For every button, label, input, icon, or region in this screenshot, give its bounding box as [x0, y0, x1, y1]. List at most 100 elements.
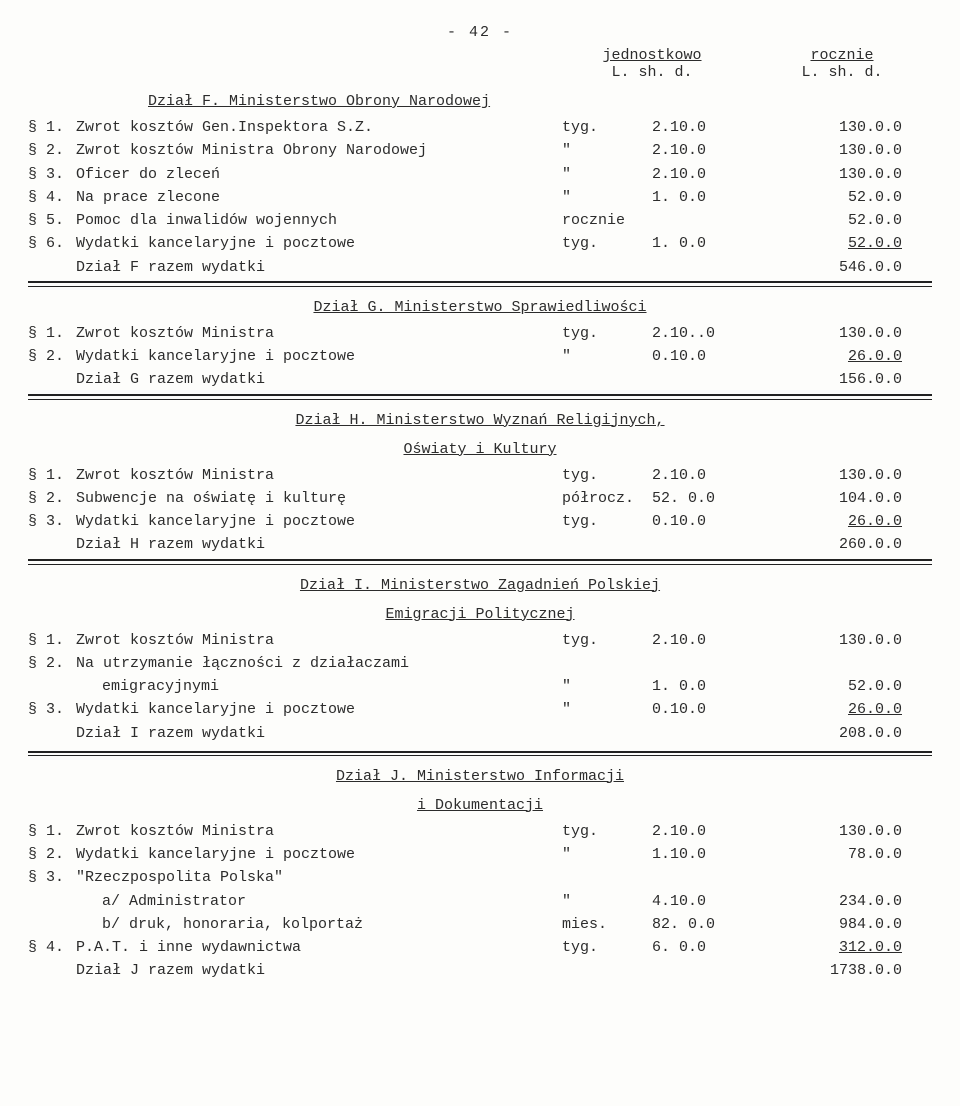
col-head-rocznie: rocznie L. sh. d.	[782, 47, 902, 81]
row-desc: Wydatki kancelaryjne i pocztowe	[76, 510, 562, 533]
row-num: § 6.	[28, 232, 76, 255]
row-c2: 26.0.0	[772, 345, 932, 368]
row-desc: Wydatki kancelaryjne i pocztowe	[76, 345, 562, 368]
row-c1: 82. 0.0	[652, 913, 772, 936]
sum-c2: 1738.0.0	[772, 959, 932, 982]
row-desc: Zwrot kosztów Ministra Obrony Narodowej	[76, 139, 562, 162]
row-num: § 1.	[28, 116, 76, 139]
row-c1: 4.10.0	[652, 890, 772, 913]
row-unit: tyg.	[562, 322, 652, 345]
row-unit: tyg.	[562, 820, 652, 843]
row-desc: Oficer do zleceń	[76, 163, 562, 186]
row-c1: 6. 0.0	[652, 936, 772, 959]
sum-desc: Dział J razem wydatki	[76, 959, 562, 982]
row-unit: półrocz.	[562, 487, 652, 510]
col2-title: rocznie	[810, 47, 873, 64]
row-num: § 3.	[28, 510, 76, 533]
row-unit: "	[562, 345, 652, 368]
section-heading2-H: Oświaty i Kultury	[28, 441, 932, 458]
row-c2: 78.0.0	[772, 843, 932, 866]
row-c1: 0.10.0	[652, 510, 772, 533]
row-c2: 130.0.0	[772, 163, 932, 186]
page-number: - 42 -	[28, 24, 932, 41]
row-c2: 104.0.0	[772, 487, 932, 510]
row-desc: Wydatki kancelaryjne i pocztowe	[76, 232, 562, 255]
row-num: § 1.	[28, 820, 76, 843]
row-desc: Na utrzymanie łączności z działaczami	[76, 652, 562, 675]
row-unit: "	[562, 698, 652, 721]
row-c1: 2.10.0	[652, 116, 772, 139]
row-desc: b/ druk, honoraria, kolportaż	[76, 913, 562, 936]
row-c2: 130.0.0	[772, 322, 932, 345]
row-c2: 130.0.0	[772, 116, 932, 139]
row-unit: "	[562, 843, 652, 866]
section-heading-I: Dział I. Ministerstwo Zagadnień Polskiej	[28, 577, 932, 594]
row-num: § 3.	[28, 698, 76, 721]
section-heading-H: Dział H. Ministerstwo Wyznań Religijnych…	[28, 412, 932, 429]
row-unit: "	[562, 186, 652, 209]
col1-sub: L. sh. d.	[611, 64, 692, 81]
row-c2: 52.0.0	[772, 232, 932, 255]
row-desc: P.A.T. i inne wydawnictwa	[76, 936, 562, 959]
row-c2: 130.0.0	[772, 464, 932, 487]
row-c1: 1. 0.0	[652, 675, 772, 698]
row-num: § 4.	[28, 186, 76, 209]
sum-c2: 260.0.0	[772, 533, 932, 556]
row-c1: 0.10.0	[652, 345, 772, 368]
row-c1: 2.10..0	[652, 322, 772, 345]
row-unit: tyg.	[562, 232, 652, 255]
row-unit: tyg.	[562, 464, 652, 487]
sum-desc: Dział F razem wydatki	[76, 256, 562, 279]
row-num: § 2.	[28, 139, 76, 162]
row-c1: 2.10.0	[652, 820, 772, 843]
section-heading-F: Dział F. Ministerstwo Obrony Narodowej	[148, 93, 932, 110]
row-unit: mies.	[562, 913, 652, 936]
row-num: § 5.	[28, 209, 76, 232]
row-num: § 4.	[28, 936, 76, 959]
row-c2: 234.0.0	[772, 890, 932, 913]
row-num: § 3.	[28, 866, 76, 889]
row-c1: 1. 0.0	[652, 186, 772, 209]
row-num: § 1.	[28, 629, 76, 652]
row-unit: "	[562, 890, 652, 913]
section-heading-J: Dział J. Ministerstwo Informacji	[28, 768, 932, 785]
row-c1: 2.10.0	[652, 163, 772, 186]
col1-title: jednostkowo	[602, 47, 701, 64]
row-unit: tyg.	[562, 510, 652, 533]
row-desc: Pomoc dla inwalidów wojennych	[76, 209, 562, 232]
row-num: § 1.	[28, 322, 76, 345]
row-c1: 2.10.0	[652, 629, 772, 652]
sum-desc: Dział H razem wydatki	[76, 533, 562, 556]
row-c2: 312.0.0	[772, 936, 932, 959]
row-desc: Zwrot kosztów Gen.Inspektora S.Z.	[76, 116, 562, 139]
row-num: § 3.	[28, 163, 76, 186]
row-c2: 52.0.0	[772, 186, 932, 209]
row-c2: 52.0.0	[772, 675, 932, 698]
row-desc: Zwrot kosztów Ministra	[76, 629, 562, 652]
row-c1: 52. 0.0	[652, 487, 772, 510]
row-unit: "	[562, 163, 652, 186]
row-desc: Wydatki kancelaryjne i pocztowe	[76, 843, 562, 866]
row-desc: Zwrot kosztów Ministra	[76, 464, 562, 487]
row-c1: 1. 0.0	[652, 232, 772, 255]
row-c2: 984.0.0	[772, 913, 932, 936]
row-num: § 2.	[28, 652, 76, 675]
row-desc: Zwrot kosztów Ministra	[76, 322, 562, 345]
row-desc: Subwencje na oświatę i kulturę	[76, 487, 562, 510]
row-desc: Wydatki kancelaryjne i pocztowe	[76, 698, 562, 721]
row-desc: "Rzeczpospolita Polska"	[76, 866, 562, 889]
col2-sub: L. sh. d.	[801, 64, 882, 81]
row-unit: tyg.	[562, 116, 652, 139]
section-heading2-I: Emigracji Politycznej	[28, 606, 932, 623]
row-unit: tyg.	[562, 936, 652, 959]
section-heading2-J: i Dokumentacji	[28, 797, 932, 814]
row-c1: 2.10.0	[652, 464, 772, 487]
row-c1: 2.10.0	[652, 139, 772, 162]
row-c2: 26.0.0	[772, 698, 932, 721]
sum-c2: 156.0.0	[772, 368, 932, 391]
row-c2: 52.0.0	[772, 209, 932, 232]
col-head-jednostkowo: jednostkowo L. sh. d.	[592, 47, 712, 81]
row-num: § 1.	[28, 464, 76, 487]
row-unit: "	[562, 675, 652, 698]
row-unit: rocznie	[562, 209, 652, 232]
